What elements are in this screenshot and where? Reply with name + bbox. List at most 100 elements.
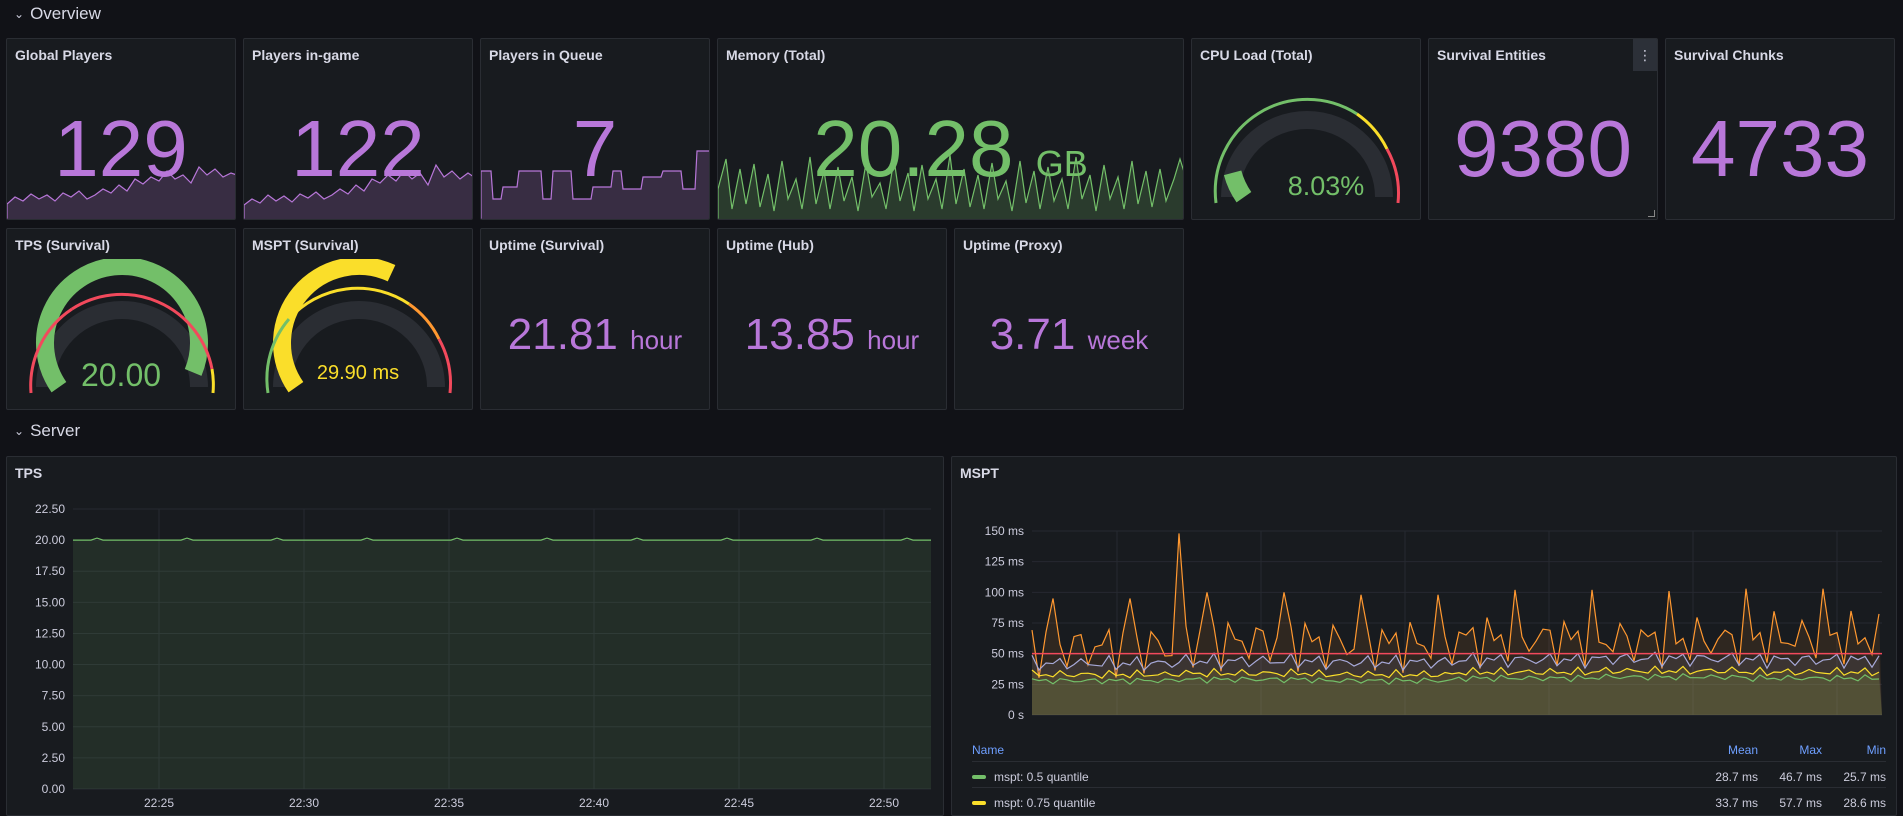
legend-item[interactable]: mspt: 0.5 quantile 28.7 ms 46.7 ms 25.7 … <box>972 761 1886 788</box>
stat-value: 7 <box>572 104 618 193</box>
sparkline <box>718 154 1183 219</box>
legend-item[interactable]: mspt: 0.75 quantile 33.7 ms 57.7 ms 28.6… <box>972 787 1886 814</box>
panel-memory[interactable]: Memory (Total) 20.28 GB <box>717 38 1184 220</box>
y-tick-label: 17.50 <box>35 564 65 578</box>
gauge <box>265 259 452 394</box>
y-tick-label: 20.00 <box>35 533 65 547</box>
panel-global-players[interactable]: Global Players 129 <box>6 38 236 220</box>
legend-label: mspt: 0.75 quantile <box>994 796 1096 810</box>
x-tick-label: 22:45 <box>724 796 754 810</box>
stat-value: 20.00 <box>80 357 162 393</box>
gauge <box>1213 97 1400 204</box>
stat-value: 20.28 GB <box>718 109 1183 189</box>
legend-head-max[interactable]: Max <box>1799 743 1822 757</box>
panel-title: MSPT <box>960 465 999 481</box>
stat-value: 29.90 ms <box>316 362 400 384</box>
more-menu-icon[interactable]: ⋮ <box>1633 39 1657 71</box>
panel-title: Survival Entities <box>1437 47 1546 63</box>
tps-chart-plot: 22.50 20.00 17.50 15.00 12.50 10.00 7.50 5.00 2.… <box>35 502 931 810</box>
x-tick-label: 22:40 <box>579 796 609 810</box>
series-line <box>1031 673 1880 685</box>
stat-value: 129 <box>54 104 188 193</box>
stat-unit: week <box>1087 325 1149 355</box>
panel-title: Uptime (Survival) <box>489 237 605 253</box>
y-tick-label: 75 ms <box>991 616 1024 630</box>
x-tick-label: 22:25 <box>144 796 174 810</box>
panel-title: TPS (Survival) <box>15 237 110 253</box>
series-line <box>1031 533 1880 678</box>
stat-unit: hour <box>630 325 683 355</box>
panel-players-queue[interactable]: Players in Queue 7 <box>480 38 710 220</box>
x-tick-label: 22:30 <box>289 796 319 810</box>
y-tick-label: 50 ms <box>991 647 1024 661</box>
stat-unit: hour <box>867 325 920 355</box>
legend-min: 25.7 ms <box>1843 770 1886 784</box>
resize-handle[interactable] <box>1648 210 1655 217</box>
legend-mean: 33.7 ms <box>1715 796 1758 810</box>
y-tick-label: 22.50 <box>35 502 65 516</box>
legend-head-name: Name <box>972 743 1005 757</box>
stat-number: 21.81 <box>507 310 618 359</box>
panel-title: Survival Chunks <box>1674 47 1784 63</box>
panel-title: Players in-game <box>252 47 360 63</box>
y-tick-label: 7.50 <box>42 689 66 703</box>
y-tick-label: 100 ms <box>985 585 1024 599</box>
panel-title: Uptime (Proxy) <box>963 237 1063 253</box>
panel-survival-chunks[interactable]: Survival Chunks 4733 <box>1665 38 1895 220</box>
panel-tps-chart[interactable]: TPS 22.50 20.00 17.50 15.00 12.50 10.00 7.50 5.… <box>6 456 944 816</box>
panel-title: Global Players <box>15 47 113 63</box>
stat-value: 3.71 week <box>955 313 1183 357</box>
y-tick-label: 5.00 <box>42 720 66 734</box>
row-overview[interactable]: ⌄ Overview <box>14 4 101 24</box>
panel-title: CPU Load (Total) <box>1200 47 1313 63</box>
series-area <box>1032 652 1882 715</box>
legend-mean: 28.7 ms <box>1715 770 1758 784</box>
panel-title: Memory (Total) <box>726 47 826 63</box>
legend-header: Name Mean Max Min <box>972 743 1886 757</box>
chevron-down-icon: ⌄ <box>14 7 25 21</box>
legend-max: 57.7 ms <box>1779 796 1822 810</box>
stat-number: 20.28 <box>813 104 1014 193</box>
y-tick-label: 15.00 <box>35 595 65 609</box>
chevron-down-icon: ⌄ <box>14 424 25 438</box>
panel-tps-survival[interactable]: TPS (Survival) 20.00 <box>6 228 236 410</box>
series-line <box>1031 665 1880 679</box>
row-server-label: Server <box>30 421 81 440</box>
y-tick-label: 125 ms <box>985 555 1024 569</box>
stat-value: 4733 <box>1691 104 1869 193</box>
panel-cpu-load[interactable]: CPU Load (Total) 8.03% <box>1191 38 1421 220</box>
stat-value: 8.03% <box>1287 171 1365 201</box>
panel-title: Uptime (Hub) <box>726 237 814 253</box>
sparkline <box>481 150 709 219</box>
stat-number: 13.85 <box>744 310 855 359</box>
gauge <box>29 259 215 394</box>
panel-players-ingame[interactable]: Players in-game 122 <box>243 38 473 220</box>
panel-title: Players in Queue <box>489 47 603 63</box>
stat-value: 21.81 hour <box>481 313 709 357</box>
y-tick-label: 0 s <box>1008 708 1024 722</box>
legend-swatch <box>972 775 986 779</box>
series-area <box>1032 673 1882 715</box>
legend-head-mean[interactable]: Mean <box>1727 743 1758 757</box>
x-tick-label: 22:35 <box>434 796 464 810</box>
panel-title: MSPT (Survival) <box>252 237 359 253</box>
row-server[interactable]: ⌄ Server <box>14 421 80 441</box>
panel-uptime-hub[interactable]: Uptime (Hub) 13.85 hour <box>717 228 947 410</box>
legend-label: mspt: 0.5 quantile <box>994 770 1089 784</box>
legend-swatch <box>972 801 986 805</box>
row-overview-label: Overview <box>30 4 101 23</box>
series-line-tps <box>73 537 931 541</box>
panel-mspt-survival[interactable]: MSPT (Survival) 29.90 ms <box>243 228 473 410</box>
area-fill <box>73 540 931 789</box>
stat-value: 13.85 hour <box>718 313 946 357</box>
panel-uptime-survival[interactable]: Uptime (Survival) 21.81 hour <box>480 228 710 410</box>
panel-mspt-chart[interactable]: MSPT 150 ms 125 ms 100 ms 75 ms 50 ms 25 ms 0 … <box>951 456 1897 816</box>
legend-head-min[interactable]: Min <box>1866 743 1886 757</box>
stat-number: 3.71 <box>989 310 1076 359</box>
y-tick-label: 150 ms <box>985 524 1024 538</box>
panel-uptime-proxy[interactable]: Uptime (Proxy) 3.71 week <box>954 228 1184 410</box>
series-area <box>1032 533 1882 715</box>
panel-survival-entities[interactable]: Survival Entities ⋮ 9380 <box>1428 38 1658 220</box>
y-tick-label: 10.00 <box>35 658 65 672</box>
